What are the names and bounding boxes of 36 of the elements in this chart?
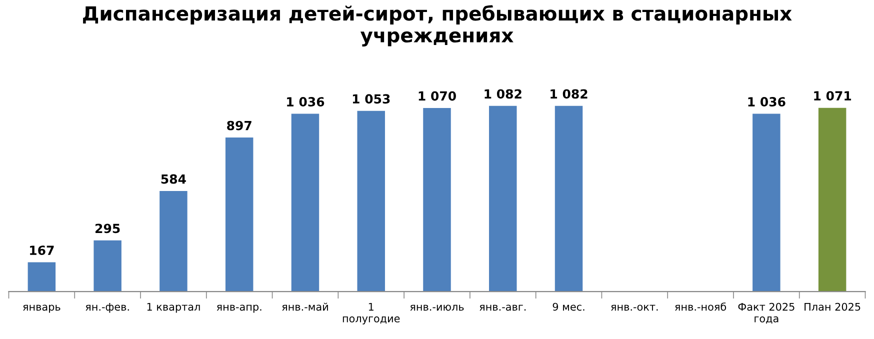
data-label: 1 036 — [748, 97, 786, 107]
bar — [554, 106, 583, 292]
bar — [225, 138, 254, 292]
data-label: 1 070 — [418, 91, 456, 101]
data-label: 295 — [96, 224, 120, 234]
data-label: 167 — [30, 246, 54, 256]
data-label: 897 — [227, 120, 252, 130]
bar — [160, 191, 188, 292]
data-label: 1 082 — [550, 89, 588, 99]
x-tick-label: 9 мес. — [552, 302, 584, 311]
x-tick-label: январь — [23, 304, 60, 313]
data-label: 1 053 — [352, 94, 390, 104]
data-label: 1 082 — [484, 89, 522, 99]
data-label: 1 036 — [287, 97, 324, 107]
bar — [423, 108, 451, 292]
x-tick-label: янв.-июль — [410, 304, 464, 311]
bar — [818, 108, 846, 292]
x-tick-label: янв.-авг. — [480, 304, 526, 311]
bar — [94, 240, 122, 292]
bar — [357, 110, 385, 292]
x-tick-label: 1 квартал — [147, 302, 200, 313]
data-label: 584 — [161, 174, 186, 184]
chart-title: Диспансеризация детей-сирот, пребывающих в стационарных учреждениях — [83, 5, 792, 46]
x-tick-label: 1 полугодие — [342, 302, 400, 324]
bar — [28, 262, 56, 292]
x-tick-label: Факт 2025 года — [738, 302, 794, 324]
x-tick-label: янв-апр. — [216, 304, 262, 313]
x-tick-label: ян.-фев. — [86, 302, 129, 313]
x-tick-label: План 2025 — [804, 302, 860, 311]
x-tick-label: янв.-окт. — [611, 304, 658, 311]
data-label: 1 071 — [814, 91, 852, 101]
x-tick-label: янв.-нояб — [675, 302, 726, 311]
bar — [291, 114, 320, 292]
x-tick-label: янв.-май — [282, 302, 328, 311]
bar — [752, 114, 780, 292]
bar — [489, 106, 517, 292]
